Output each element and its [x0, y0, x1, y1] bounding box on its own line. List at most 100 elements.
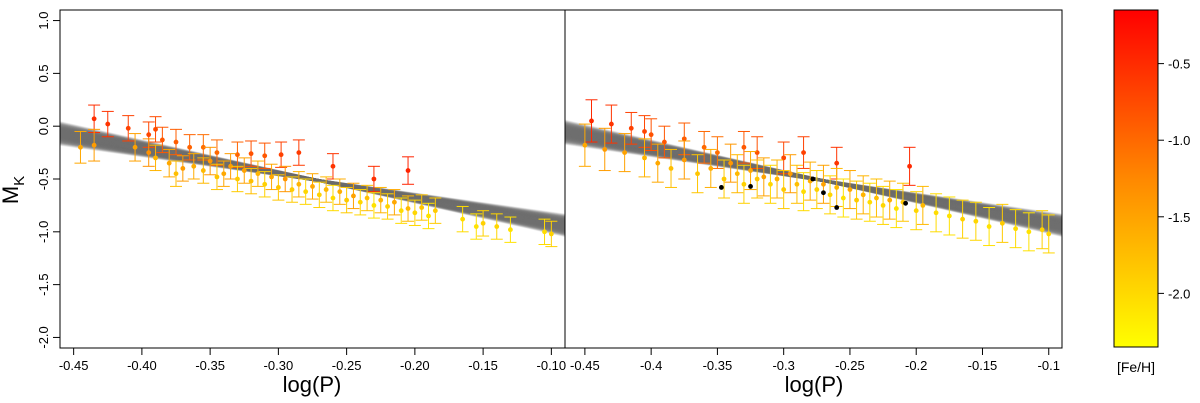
y-tick-label: 0.0	[36, 117, 51, 135]
data-point	[933, 210, 939, 216]
data-point	[262, 153, 268, 159]
x-axis-ticks-left: -0.45 -0.40 -0.35 -0.30 -0.25 -0.20 -0.15 -0.10	[59, 348, 566, 373]
data-point	[728, 160, 734, 166]
data-point	[371, 203, 377, 208]
data-point	[827, 192, 833, 198]
data-point	[235, 176, 240, 182]
data-point	[701, 144, 707, 150]
data-point	[460, 216, 466, 222]
data-point	[768, 181, 773, 187]
data-point	[248, 151, 254, 157]
x-tick-label: -0.4	[640, 358, 662, 373]
data-point	[887, 197, 893, 203]
colorbar-tick-label: -1.5	[1168, 210, 1190, 225]
data-point	[715, 150, 720, 155]
data-point	[378, 197, 384, 203]
y-tick-label: -2.0	[36, 326, 51, 348]
x-axis-title-left: log(P)	[283, 372, 342, 397]
right-panel-frame	[564, 9, 1063, 349]
data-point	[191, 163, 197, 169]
data-point	[146, 150, 152, 155]
data-point	[734, 171, 740, 177]
highlight-point	[718, 185, 724, 190]
data-point	[867, 199, 873, 205]
data-point	[774, 176, 780, 182]
data-point	[187, 144, 193, 150]
highlight-point	[834, 205, 840, 210]
x-tick-label: -0.25	[332, 358, 362, 373]
data-point	[180, 166, 186, 171]
data-point	[296, 181, 302, 187]
data-point	[761, 174, 767, 180]
data-point	[1039, 227, 1045, 233]
data-point	[391, 199, 397, 205]
data-point	[628, 125, 634, 131]
data-point	[330, 163, 336, 169]
data-point	[78, 144, 83, 150]
data-point	[426, 213, 431, 219]
data-point	[548, 231, 554, 237]
points-right	[578, 99, 1055, 254]
x-tick-label: -0.10	[537, 358, 567, 373]
data-point	[480, 220, 486, 226]
data-point	[323, 187, 329, 192]
x-tick-label: -0.25	[835, 358, 865, 373]
data-point	[1026, 229, 1032, 235]
data-point	[794, 181, 800, 187]
colorbar-label: [Fe/H]	[1117, 359, 1155, 375]
data-point	[754, 176, 760, 182]
data-point	[754, 150, 760, 155]
data-point	[622, 150, 628, 155]
data-point	[228, 163, 234, 169]
data-point	[801, 150, 806, 155]
data-point	[385, 204, 390, 209]
y-tick-label: -1.5	[36, 273, 51, 295]
y-tick-label: 0.5	[36, 64, 51, 82]
data-point	[854, 197, 859, 203]
colorbar	[1113, 9, 1159, 348]
data-point	[741, 181, 747, 187]
data-point	[834, 160, 840, 166]
colorbar-tick-label: -1.0	[1168, 133, 1190, 148]
data-point	[357, 199, 363, 205]
highlight-point	[903, 200, 909, 206]
data-point	[880, 203, 886, 208]
data-point	[748, 168, 753, 173]
data-point	[207, 158, 213, 164]
data-point	[419, 205, 425, 210]
data-point	[642, 129, 647, 134]
data-point	[166, 160, 172, 166]
x-tick-label: -0.20	[400, 358, 430, 373]
data-point	[432, 208, 438, 214]
data-point	[814, 187, 820, 192]
data-point	[105, 121, 111, 127]
data-point	[200, 168, 206, 173]
right-panel	[565, 99, 1062, 254]
x-tick-label: -0.40	[127, 358, 157, 373]
data-point	[721, 176, 727, 182]
x-tick-label: -0.1	[1038, 358, 1060, 373]
x-tick-label: -0.15	[968, 358, 998, 373]
data-point	[648, 132, 654, 138]
data-point	[1013, 226, 1019, 232]
data-point	[364, 195, 370, 201]
data-point	[241, 168, 247, 173]
data-point	[344, 197, 350, 203]
y-axis-ticks: -2.0 -1.5 -1.0 -0.5 0.0 0.5 1.0	[36, 12, 60, 349]
left-panel	[60, 104, 565, 248]
data-point	[159, 137, 165, 143]
data-point	[642, 155, 647, 161]
data-point	[255, 171, 261, 177]
data-point	[494, 224, 500, 229]
data-point	[214, 150, 220, 155]
data-point	[662, 139, 667, 145]
data-point	[708, 166, 714, 171]
data-point	[248, 178, 254, 184]
data-point	[146, 132, 152, 138]
x-tick-label: -0.35	[195, 358, 225, 373]
highlight-point	[821, 190, 826, 196]
data-point	[269, 174, 274, 180]
data-point	[173, 139, 179, 145]
data-point	[330, 195, 336, 201]
highlight-point	[810, 176, 816, 182]
